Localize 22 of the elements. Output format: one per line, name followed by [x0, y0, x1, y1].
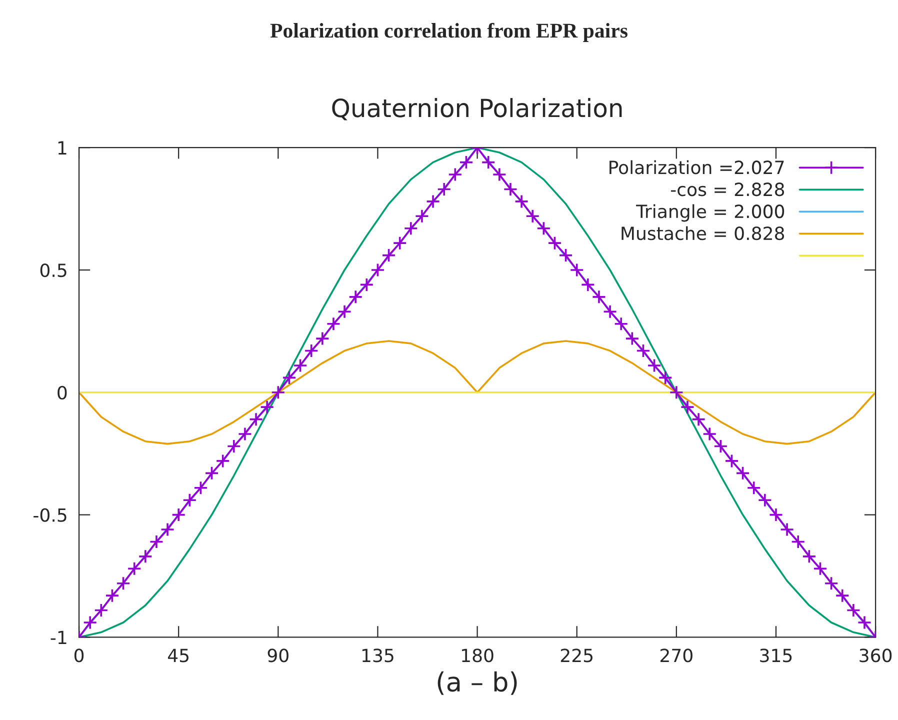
chart-subtitle: Quaternion Polarization: [332, 98, 622, 120]
x-tick-label: 90: [268, 648, 288, 662]
legend-label: -cos = 2.828: [670, 182, 784, 196]
y-tick-label: 0.5: [40, 263, 66, 278]
legend-label: Mustache = 0.828: [622, 226, 784, 240]
chart-title: Polarization correlation from EPR pairs: [270, 22, 628, 42]
x-tick-label: 45: [168, 648, 188, 662]
x-tick-label: 270: [660, 648, 692, 662]
x-tick-label: 315: [760, 648, 792, 662]
x-axis-title: (a – b): [438, 671, 517, 695]
y-tick-label: 0: [58, 386, 67, 400]
y-tick-label: 1: [58, 141, 66, 154]
legend-label: Polarization =2.027: [610, 160, 784, 174]
legend-label: Triangle = 2.000: [636, 204, 784, 222]
x-tick-label: 0: [74, 648, 84, 662]
line-series: [79, 340, 876, 445]
y-tick-label: -1: [50, 630, 66, 644]
x-tick-label: 180: [462, 648, 494, 662]
x-tick-label: 225: [560, 648, 593, 662]
y-tick-label: -0.5: [34, 508, 66, 522]
x-tick-label: 135: [362, 648, 394, 662]
x-tick-label: 360: [860, 648, 892, 662]
